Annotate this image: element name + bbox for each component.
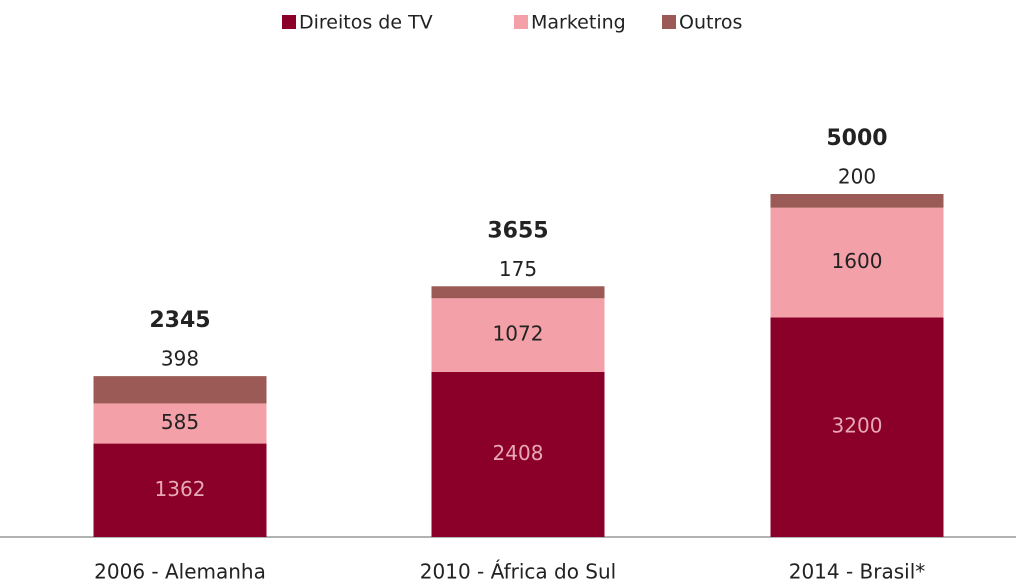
value-label: 1362 <box>155 477 206 501</box>
value-label: 2408 <box>493 441 544 465</box>
value-label: 200 <box>838 165 876 189</box>
legend-text: Marketing <box>531 12 626 34</box>
value-label: 585 <box>161 410 199 434</box>
total-label: 3655 <box>487 218 548 243</box>
total-label: 5000 <box>826 126 887 151</box>
bar-segment <box>93 403 267 444</box>
legend-swatch <box>282 15 296 29</box>
value-label: 3200 <box>832 414 883 438</box>
x-tick-label: 2006 - Alemanha <box>94 560 266 584</box>
x-tick-label: 2014 - Brasil* <box>789 560 926 584</box>
legend-text: Outros <box>679 12 742 34</box>
bar-segment <box>431 371 605 537</box>
value-label: 175 <box>499 257 537 281</box>
bar-segment <box>431 298 605 372</box>
value-label: 1072 <box>493 322 544 346</box>
total-label: 2345 <box>149 308 210 333</box>
legend-swatch <box>514 15 528 29</box>
bar-segment <box>431 286 605 299</box>
value-label: 1600 <box>832 249 883 273</box>
legend-swatch <box>662 15 676 29</box>
value-label: 398 <box>161 347 199 371</box>
bar-segment <box>770 207 944 318</box>
bar-segment <box>93 376 267 404</box>
bar-segment <box>93 443 267 537</box>
x-tick-label: 2010 - África do Sul <box>420 560 616 584</box>
legend-text: Direitos de TV <box>299 12 433 34</box>
bar-segment <box>770 317 944 537</box>
bar-segment <box>770 194 944 208</box>
